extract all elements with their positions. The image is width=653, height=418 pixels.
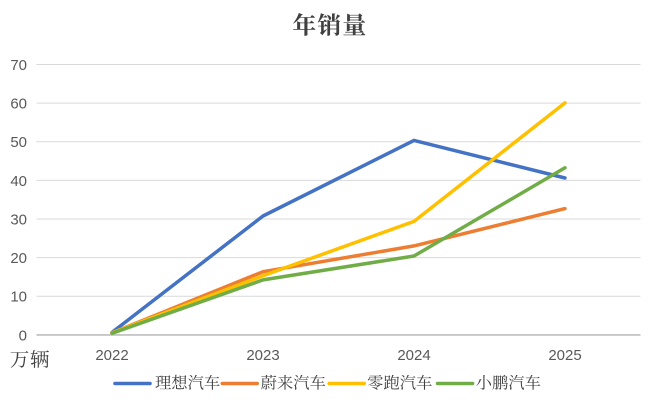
svg-text:2025: 2025 (548, 347, 581, 364)
svg-text:2024: 2024 (397, 347, 430, 364)
svg-text:10: 10 (10, 289, 27, 306)
svg-text:2022: 2022 (95, 347, 128, 364)
svg-text:50: 50 (10, 134, 27, 151)
svg-text:70: 70 (10, 57, 27, 74)
svg-text:60: 60 (10, 96, 27, 113)
svg-text:30: 30 (10, 211, 27, 228)
svg-text:40: 40 (10, 173, 27, 190)
svg-text:0: 0 (19, 327, 27, 344)
svg-text:2023: 2023 (246, 347, 279, 364)
svg-text:20: 20 (10, 250, 27, 267)
